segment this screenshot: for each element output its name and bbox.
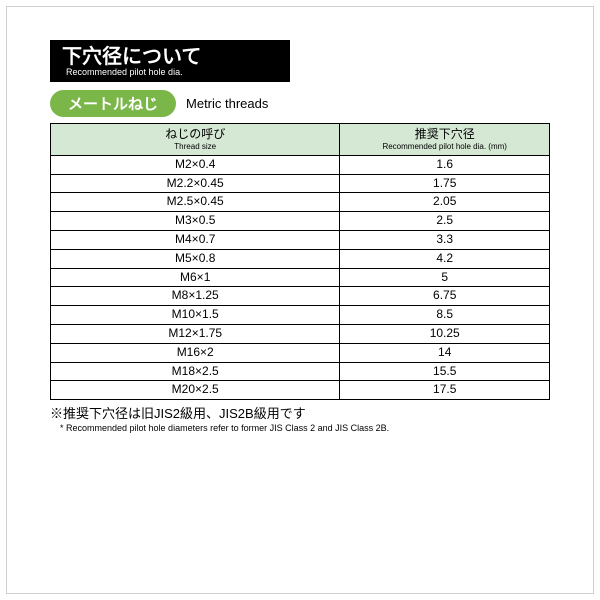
cell-hole-dia: 15.5 (340, 362, 550, 381)
metric-badge-en: Metric threads (186, 96, 268, 111)
cell-hole-dia: 1.6 (340, 155, 550, 174)
table-row: M18×2.515.5 (51, 362, 550, 381)
footnote-en: * Recommended pilot hole diameters refer… (50, 423, 550, 434)
cell-hole-dia: 10.25 (340, 325, 550, 344)
table-row: M2×0.41.6 (51, 155, 550, 174)
subtitle-row: メートルねじ Metric threads (50, 90, 550, 117)
cell-hole-dia: 1.75 (340, 174, 550, 193)
cell-thread-size: M4×0.7 (51, 231, 340, 250)
table-row: M10×1.58.5 (51, 306, 550, 325)
cell-thread-size: M8×1.25 (51, 287, 340, 306)
cell-hole-dia: 6.75 (340, 287, 550, 306)
table-row: M6×15 (51, 268, 550, 287)
table-row: M2.2×0.451.75 (51, 174, 550, 193)
cell-hole-dia: 4.2 (340, 249, 550, 268)
cell-hole-dia: 3.3 (340, 231, 550, 250)
cell-thread-size: M2.5×0.45 (51, 193, 340, 212)
table-row: M16×214 (51, 343, 550, 362)
table-row: M12×1.7510.25 (51, 325, 550, 344)
cell-thread-size: M2×0.4 (51, 155, 340, 174)
table-row: M3×0.52.5 (51, 212, 550, 231)
col-header-en: Thread size (53, 142, 337, 151)
cell-thread-size: M16×2 (51, 343, 340, 362)
cell-hole-dia: 8.5 (340, 306, 550, 325)
cell-hole-dia: 2.5 (340, 212, 550, 231)
table-row: M4×0.73.3 (51, 231, 550, 250)
section-title-en: Recommended pilot hole dia. (62, 68, 274, 78)
cell-thread-size: M20×2.5 (51, 381, 340, 400)
cell-thread-size: M2.2×0.45 (51, 174, 340, 193)
section-title-jp: 下穴径について (62, 46, 274, 68)
col-header-en: Recommended pilot hole dia. (mm) (342, 142, 547, 151)
cell-thread-size: M12×1.75 (51, 325, 340, 344)
table-row: M5×0.84.2 (51, 249, 550, 268)
section-title-block: 下穴径について Recommended pilot hole dia. (50, 40, 290, 82)
table-row: M20×2.517.5 (51, 381, 550, 400)
cell-thread-size: M18×2.5 (51, 362, 340, 381)
cell-thread-size: M5×0.8 (51, 249, 340, 268)
cell-hole-dia: 5 (340, 268, 550, 287)
col-header-thread-size: ねじの呼び Thread size (51, 123, 340, 155)
table-body: M2×0.41.6M2.2×0.451.75M2.5×0.452.05M3×0.… (51, 155, 550, 399)
cell-hole-dia: 17.5 (340, 381, 550, 400)
cell-thread-size: M3×0.5 (51, 212, 340, 231)
footnote-jp: ※推奨下穴径は旧JIS2級用、JIS2B級用です (50, 406, 550, 423)
table-row: M8×1.256.75 (51, 287, 550, 306)
col-header-hole-dia: 推奨下穴径 Recommended pilot hole dia. (mm) (340, 123, 550, 155)
col-header-jp: 推奨下穴径 (342, 128, 547, 142)
cell-thread-size: M6×1 (51, 268, 340, 287)
cell-hole-dia: 2.05 (340, 193, 550, 212)
table-row: M2.5×0.452.05 (51, 193, 550, 212)
cell-thread-size: M10×1.5 (51, 306, 340, 325)
thread-table: ねじの呼び Thread size 推奨下穴径 Recommended pilo… (50, 123, 550, 400)
table-header-row: ねじの呼び Thread size 推奨下穴径 Recommended pilo… (51, 123, 550, 155)
cell-hole-dia: 14 (340, 343, 550, 362)
col-header-jp: ねじの呼び (53, 128, 337, 142)
metric-badge: メートルねじ (50, 90, 176, 117)
